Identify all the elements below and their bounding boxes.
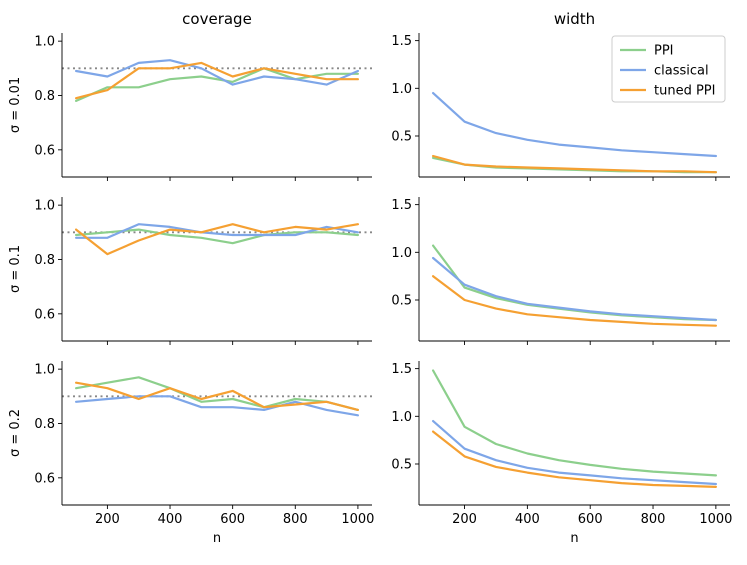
legend-box: [611, 35, 726, 103]
column-title-width: width: [554, 10, 595, 28]
panel-r2-c0-y-tick-label: 1.0: [34, 363, 55, 378]
panel-r2-c1-line-ppi: [432, 369, 718, 477]
row-label-0: σ = 0.01: [8, 77, 23, 133]
panel-r1-c0-line-classical: [74, 223, 359, 239]
panel-r1-c0-y-tick-label: 0.8: [34, 253, 55, 268]
panel-r2-c0-y-tick-label: 0.6: [34, 471, 55, 486]
panel-r2-c0-x-tick-label: 400: [158, 512, 183, 527]
panel-r2-c0-x-tick-label: 600: [220, 512, 245, 527]
legend-label-tuned-ppi: tuned PPI: [654, 84, 715, 99]
panel-r0-c0-line-classical: [74, 59, 359, 86]
panel-r2-c1-line-tuned-ppi: [432, 430, 718, 488]
panel-r0-c1-line-classical: [432, 91, 718, 158]
panel-r0-c0-y-tick-label: 1.0: [34, 35, 55, 50]
panel-r1-c1-y-tick-label: 0.5: [391, 293, 412, 308]
panel-r0-c1-line-tuned-ppi: [432, 154, 718, 174]
column-title-coverage: coverage: [182, 10, 252, 28]
panel-r2-c0-x-tick-label: 800: [283, 512, 308, 527]
panel-r2-c1-x-tick-label: 200: [452, 512, 477, 527]
x-axis-label-0: n: [213, 531, 221, 546]
panel-r2-c1-y-tick-label: 0.5: [391, 457, 412, 472]
panel-r0-c0-y-tick-label: 0.6: [34, 143, 55, 158]
panel-r2-c1-x-tick-label: 1000: [699, 512, 732, 527]
panel-r0-c0-line-tuned-ppi: [74, 61, 359, 100]
panel-r1-c1-line-classical: [432, 256, 718, 322]
panel-r1-c1-y-tick-label: 1.5: [391, 198, 412, 213]
legend-label-ppi: PPI: [654, 44, 674, 59]
panel-r2-c1-y-tick-label: 1.0: [391, 410, 412, 425]
legend-label-classical: classical: [654, 64, 709, 79]
panel-r0-c1-y-tick-label: 0.5: [391, 129, 412, 144]
panel-r1-c0-y-tick-label: 0.6: [34, 307, 55, 322]
panel-r2-c0-line-classical: [74, 395, 359, 417]
panel-r1-c0-y-tick-label: 1.0: [34, 199, 55, 214]
panel-r2-c1-x-tick-label: 800: [641, 512, 666, 527]
panel-r2-c1-line-classical: [432, 420, 718, 486]
panel-r1-c1-y-tick-label: 1.0: [391, 246, 412, 261]
panel-r1-c0-line-tuned-ppi: [74, 223, 359, 256]
panel-r2-c0-y-tick-label: 0.8: [34, 417, 55, 432]
panel-r2-c0-line-ppi: [74, 376, 359, 411]
panel-r1-c1-line-tuned-ppi: [432, 275, 718, 327]
panel-r2-c0-x-tick-label: 1000: [341, 512, 374, 527]
x-axis-label-1: n: [570, 531, 578, 546]
panel-r2-c1-y-tick-label: 1.5: [391, 362, 412, 377]
row-label-2: σ = 0.2: [8, 409, 23, 457]
panel-r2-c0-x-tick-label: 200: [95, 512, 120, 527]
panel-r2-c1-x-tick-label: 400: [515, 512, 540, 527]
panel-r0-c1-y-tick-label: 1.5: [391, 34, 412, 49]
panel-r2-c0-line-tuned-ppi: [74, 381, 359, 411]
panel-r0-c1-y-tick-label: 1.0: [391, 82, 412, 97]
panel-r0-c0-line-ppi: [74, 67, 359, 103]
panel-r2-c1-x-tick-label: 600: [578, 512, 603, 527]
panel-r0-c0-y-tick-label: 0.8: [34, 89, 55, 104]
row-label-1: σ = 0.1: [8, 245, 23, 293]
